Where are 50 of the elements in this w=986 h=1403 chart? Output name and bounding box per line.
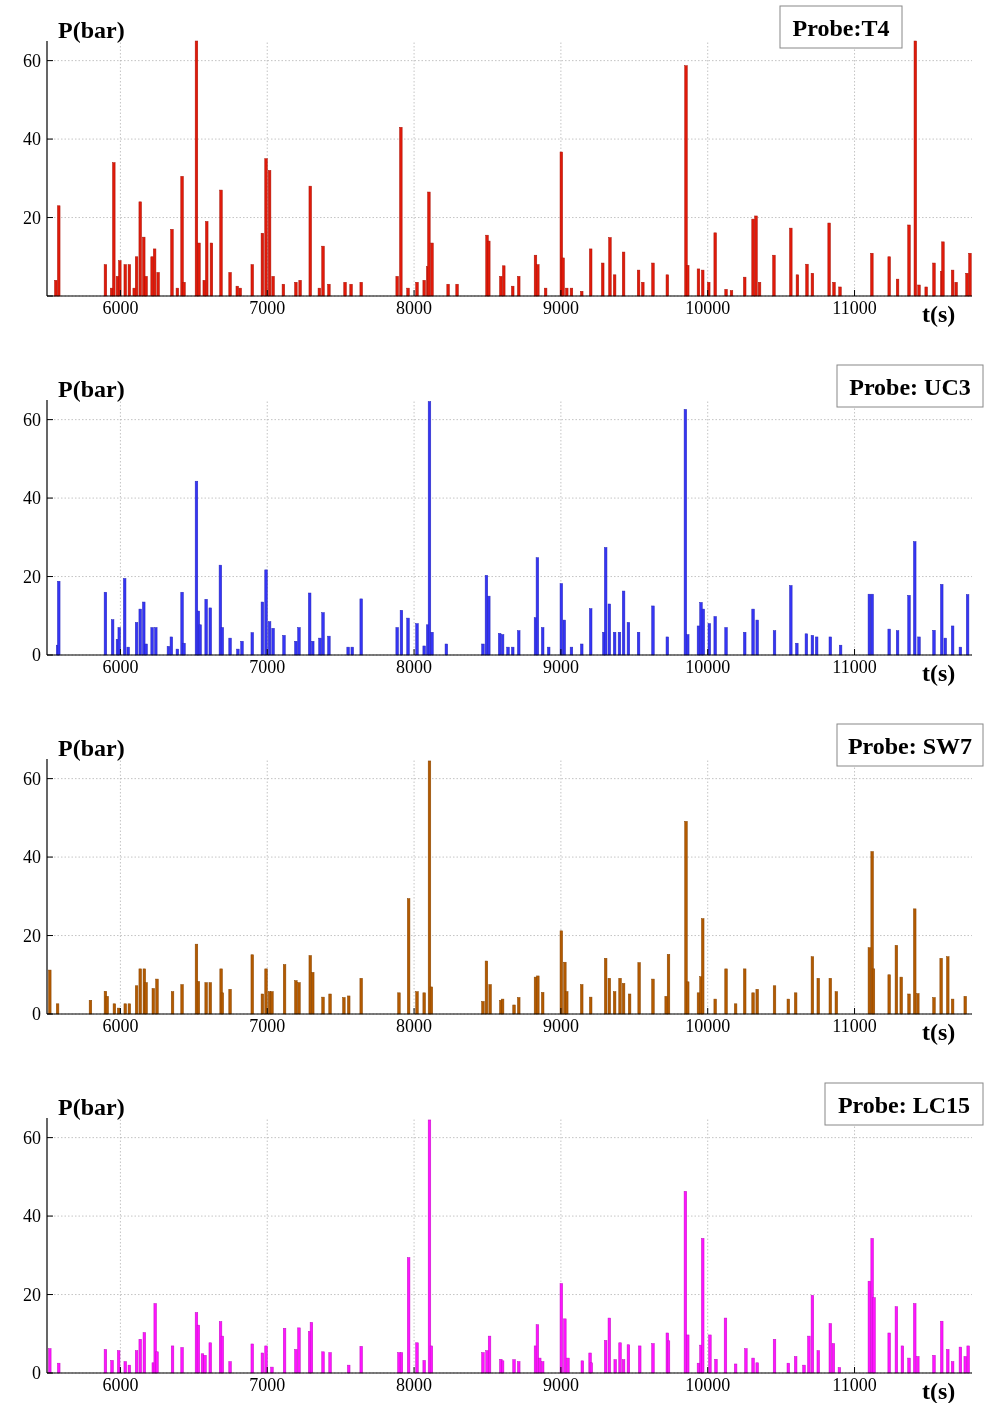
y-tick-label: 20 xyxy=(23,925,41,946)
x-tick-label: 6000 xyxy=(102,1016,139,1036)
y-tick-label: 60 xyxy=(23,768,41,789)
x-tick-label: 8000 xyxy=(396,298,433,318)
x-tick-label: 7000 xyxy=(249,298,286,318)
y-tick-label: 40 xyxy=(23,488,41,509)
x-tick-label: 8000 xyxy=(396,657,433,677)
y-tick-label: 20 xyxy=(23,207,41,228)
x-tick-label: 9000 xyxy=(542,1016,579,1036)
x-tick-label: 11000 xyxy=(832,657,877,677)
y-tick-label: 20 xyxy=(23,566,41,587)
y-axis-title: P(bar) xyxy=(58,17,125,43)
y-tick-label: 0 xyxy=(32,1363,41,1383)
x-tick-label: 7000 xyxy=(249,1016,286,1036)
y-tick-label: 60 xyxy=(23,409,41,430)
y-axis-title: P(bar) xyxy=(58,1094,125,1120)
chart-title: Probe: SW7 xyxy=(847,733,973,759)
x-tick-label: 9000 xyxy=(542,298,579,318)
x-axis-title: t(s) xyxy=(922,1019,956,1045)
x-tick-label: 6000 xyxy=(102,1375,139,1395)
x-tick-label: 10000 xyxy=(685,1375,731,1395)
chart-title: Probe: UC3 xyxy=(849,374,971,400)
x-tick-label: 10000 xyxy=(685,1016,731,1036)
x-tick-label: 7000 xyxy=(249,657,286,677)
y-tick-label: 40 xyxy=(23,847,41,868)
y-axis-title: P(bar) xyxy=(58,735,125,761)
x-tick-label: 11000 xyxy=(832,298,877,318)
y-tick-label: 60 xyxy=(23,1127,41,1148)
y-tick-label: 0 xyxy=(32,645,41,665)
x-tick-label: 6000 xyxy=(102,657,139,677)
y-tick-label: 40 xyxy=(23,129,41,150)
y-tick-label: 60 xyxy=(23,50,41,71)
x-tick-label: 6000 xyxy=(102,298,139,318)
x-axis-title: t(s) xyxy=(922,660,956,686)
x-tick-label: 10000 xyxy=(685,657,731,677)
y-tick-label: 20 xyxy=(23,1284,41,1305)
x-tick-label: 8000 xyxy=(396,1375,433,1395)
x-axis-title: t(s) xyxy=(922,301,956,327)
y-tick-label: 40 xyxy=(23,1206,41,1227)
x-tick-label: 11000 xyxy=(832,1016,877,1036)
chart-title: Probe:T4 xyxy=(792,15,890,41)
x-tick-label: 11000 xyxy=(832,1375,877,1395)
x-tick-label: 9000 xyxy=(542,1375,579,1395)
x-tick-label: 7000 xyxy=(249,1375,286,1395)
x-tick-label: 10000 xyxy=(685,298,731,318)
y-axis-title: P(bar) xyxy=(58,376,125,402)
chart-title: Probe: LC15 xyxy=(837,1092,971,1118)
y-tick-label: 0 xyxy=(32,1004,41,1024)
x-tick-label: 9000 xyxy=(542,657,579,677)
x-tick-label: 8000 xyxy=(396,1016,433,1036)
